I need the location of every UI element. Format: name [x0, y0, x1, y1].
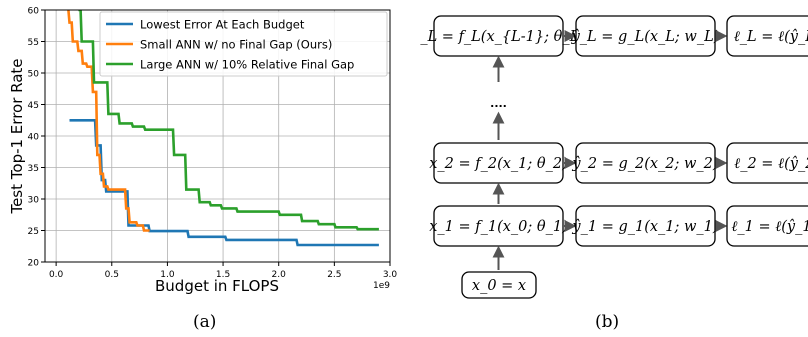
series-line-0: [69, 119, 379, 247]
input-box: [461, 271, 537, 299]
legend-label-1: Small ANN w/ no Final Gap (Ours): [140, 38, 332, 52]
x-axis-label: Budget in FLOPS: [155, 277, 279, 295]
error-vs-budget-chart: 0.0 0.5 1.0 1.5 2.0 2.5 3.0202530354045505560 …: [8, 7, 398, 296]
pred-equation-2: ŷ_2 = g_2(x_2; w_2): [571, 155, 718, 172]
loss-box-L: [726, 15, 808, 57]
legend-box: [99, 11, 388, 77]
ellipsis: ....: [490, 97, 507, 110]
series-line-1: [67, 10, 150, 232]
layer-equation-2: x_2 = f_2(x_1; θ_2): [429, 156, 568, 172]
x-tick-label: 1.5: [216, 270, 230, 280]
legend-label-0: Lowest Error At Each Budget: [140, 18, 305, 32]
pred-box-1: [575, 205, 716, 247]
loss-box-1: [726, 205, 808, 247]
legend-label-2: Large ANN w/ 10% Relative Final Gap: [140, 58, 354, 72]
y-tick-label: 50: [28, 70, 40, 80]
pred-box-L: [575, 15, 716, 57]
loss-equation-1: ℓ_1 = ℓ(ŷ_1, y): [731, 218, 808, 235]
x-tick-label: 1.0: [160, 270, 175, 280]
caption-a: (a): [193, 312, 217, 332]
x-tick-label: 2.5: [327, 270, 341, 280]
loss-equation-L: ℓ_L = ℓ(ŷ_L, y: [734, 28, 808, 45]
multi-exit-diagram: x_L = f_L(x_{L-1}; θ_L)ŷ_L = g_L(x_L; w_…: [420, 15, 808, 299]
loss-equation-2: ℓ_2 = ℓ(ŷ_2, y: [734, 155, 808, 172]
loss-box-2: [726, 142, 808, 184]
ticks: 0.0 0.5 1.0 1.5 2.0 2.5 3.0 20 25 30 35 40 45 50 55 60: [28, 7, 398, 281]
y-tick-label: 40: [28, 133, 40, 143]
x-tick-label: 2.0: [272, 270, 287, 280]
legend: Lowest Error At Each Budget Small ANN w/ …: [99, 11, 388, 77]
y-tick-label: 60: [28, 7, 40, 17]
x-offset-label: 1e9: [373, 281, 390, 291]
caption-b: (b): [595, 312, 620, 332]
layer-equation-L: x_L = f_L(x_{L-1}; θ_L): [420, 29, 585, 45]
y-axis-label: Test Top-1 Error Rate: [8, 58, 26, 214]
x-tick-label: 0.5: [105, 270, 119, 280]
pred-equation-L: ŷ_L = g_L(x_L; w_L): [571, 28, 720, 45]
y-tick-label: 35: [28, 164, 39, 174]
pred-equation-1: ŷ_1 = g_1(x_1; w_1): [571, 218, 718, 235]
x-tick-label: 3.0: [383, 270, 398, 280]
x-tick-label: 0.0: [49, 270, 64, 280]
input-equation: x_0 = x: [472, 278, 526, 294]
y-tick-label: 30: [28, 196, 40, 206]
series-lines: [67, 10, 379, 247]
series-line-2: [78, 10, 379, 231]
y-tick-label: 25: [28, 227, 39, 237]
pred-box-2: [575, 142, 716, 184]
y-tick-label: 45: [28, 101, 39, 111]
y-tick-label: 20: [28, 259, 40, 269]
layer-equation-1: x_1 = f_1(x_0; θ_1): [429, 219, 568, 235]
y-tick-label: 55: [28, 38, 39, 48]
